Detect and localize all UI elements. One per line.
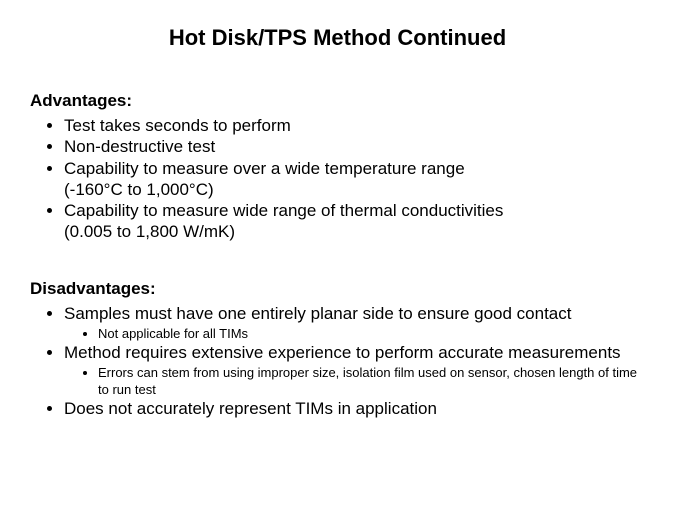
- item-text: Non-destructive test: [64, 137, 215, 156]
- advantages-section: Advantages: Test takes seconds to perfor…: [30, 91, 645, 243]
- disadvantages-list: Samples must have one entirely planar si…: [30, 303, 645, 420]
- item-text: Capability to measure over a wide temper…: [64, 159, 465, 178]
- slide-title: Hot Disk/TPS Method Continued: [30, 25, 645, 51]
- advantages-heading: Advantages:: [30, 91, 645, 111]
- list-item: Samples must have one entirely planar si…: [64, 303, 645, 343]
- sub-item-text: Not applicable for all TIMs: [98, 326, 248, 341]
- item-continuation: (-160°C to 1,000°C): [64, 179, 645, 200]
- item-text: Samples must have one entirely planar si…: [64, 304, 571, 323]
- list-item: Test takes seconds to perform: [64, 115, 645, 136]
- item-text: Capability to measure wide range of ther…: [64, 201, 503, 220]
- sub-list: Not applicable for all TIMs: [64, 326, 645, 342]
- disadvantages-heading: Disadvantages:: [30, 279, 645, 299]
- item-continuation: (0.005 to 1,800 W/mK): [64, 221, 645, 242]
- sub-list: Errors can stem from using improper size…: [64, 365, 645, 398]
- list-item: Does not accurately represent TIMs in ap…: [64, 398, 645, 419]
- sub-item-text: Errors can stem from using improper size…: [98, 365, 637, 396]
- item-text: Does not accurately represent TIMs in ap…: [64, 399, 437, 418]
- list-item: Capability to measure wide range of ther…: [64, 200, 645, 243]
- list-item: Non-destructive test: [64, 136, 645, 157]
- sub-list-item: Errors can stem from using improper size…: [98, 365, 645, 398]
- disadvantages-section: Disadvantages: Samples must have one ent…: [30, 279, 645, 420]
- item-text: Test takes seconds to perform: [64, 116, 291, 135]
- advantages-list: Test takes seconds to perform Non-destru…: [30, 115, 645, 243]
- item-text: Method requires extensive experience to …: [64, 343, 621, 362]
- sub-list-item: Not applicable for all TIMs: [98, 326, 645, 342]
- list-item: Capability to measure over a wide temper…: [64, 158, 645, 201]
- list-item: Method requires extensive experience to …: [64, 342, 645, 398]
